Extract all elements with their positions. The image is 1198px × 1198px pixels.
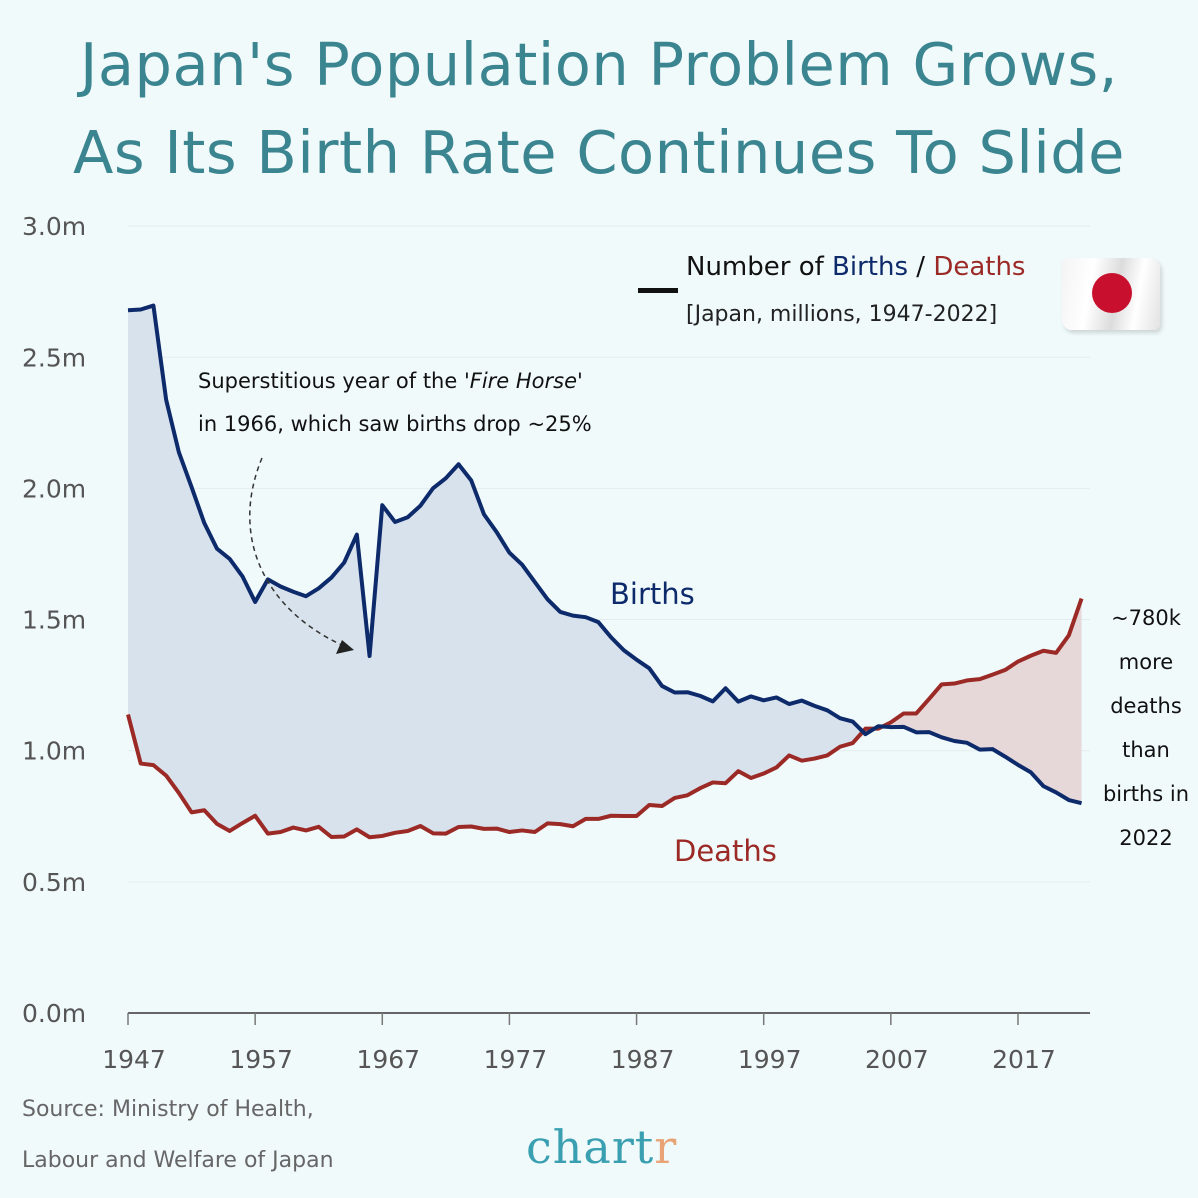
side-note-line: deaths [1110,694,1182,718]
annotation-text: Superstitious year of the ' [198,369,470,393]
y-tick-label: 0.0m [22,999,86,1028]
legend-separator: / [908,252,934,282]
side-note-line: ~780k [1111,606,1181,630]
annotation-text: ' [577,369,583,393]
annotation-line-1: Superstitious year of the 'Fire Horse' [198,369,583,393]
legend-subtitle: [Japan, millions, 1947-2022] [686,302,998,327]
flag-sun [1092,273,1132,313]
chart-title-line-1: Japan's Population Problem Grows, [80,30,1118,99]
y-tick-label: 2.0m [22,474,86,503]
chart-title-line-2: As Its Birth Rate Continues To Slide [73,118,1125,187]
legend-births: Births [832,252,909,282]
y-tick-label: 0.5m [22,868,86,897]
legend-deaths: Deaths [933,252,1026,282]
births-surplus-area [128,305,1082,838]
x-tick-label: 2007 [865,1045,929,1074]
side-note-line: 2022 [1119,826,1173,850]
legend-line-swatch [638,288,678,293]
x-tick-label: 1947 [102,1045,166,1074]
logo-accent: r [654,1120,678,1174]
y-tick-label: 2.5m [22,343,86,372]
legend-title: Number of Births / Deaths [686,252,1025,282]
source-line-1: Source: Ministry of Health, [22,1097,314,1122]
deaths-series-label: Deaths [674,834,777,868]
x-tick-label: 2017 [992,1045,1056,1074]
x-tick-label: 1967 [356,1045,420,1074]
side-note-line: births in [1102,782,1190,806]
x-tick-label: 1977 [484,1045,548,1074]
deaths-line [126,597,1084,840]
x-tick-label: 1957 [229,1045,293,1074]
annotation-emphasis: Fire Horse [469,369,578,393]
y-tick-label: 3.0m [22,212,86,241]
annotation-arrowhead [336,640,354,654]
side-note-line: than [1122,738,1170,762]
logo-main: chart [526,1120,655,1174]
chartr-logo: chartr [526,1120,677,1174]
births-series-label: Births [610,577,695,611]
x-tick-label: 1997 [738,1045,802,1074]
source-line-2: Labour and Welfare of Japan [22,1148,334,1173]
births-line [127,303,1083,806]
y-tick-label: 1.5m [22,606,86,635]
annotation-arrow [249,457,345,647]
side-note-line: more [1118,650,1174,674]
japan-flag-icon [1062,258,1160,330]
y-tick-label: 1.0m [22,737,86,766]
x-tick-label: 1987 [611,1045,675,1074]
annotation-line-2: in 1966, which saw births drop ~25% [198,412,592,436]
side-note: ~780k more deaths than births in 2022 [1098,596,1194,860]
legend-prefix: Number of [686,252,833,282]
